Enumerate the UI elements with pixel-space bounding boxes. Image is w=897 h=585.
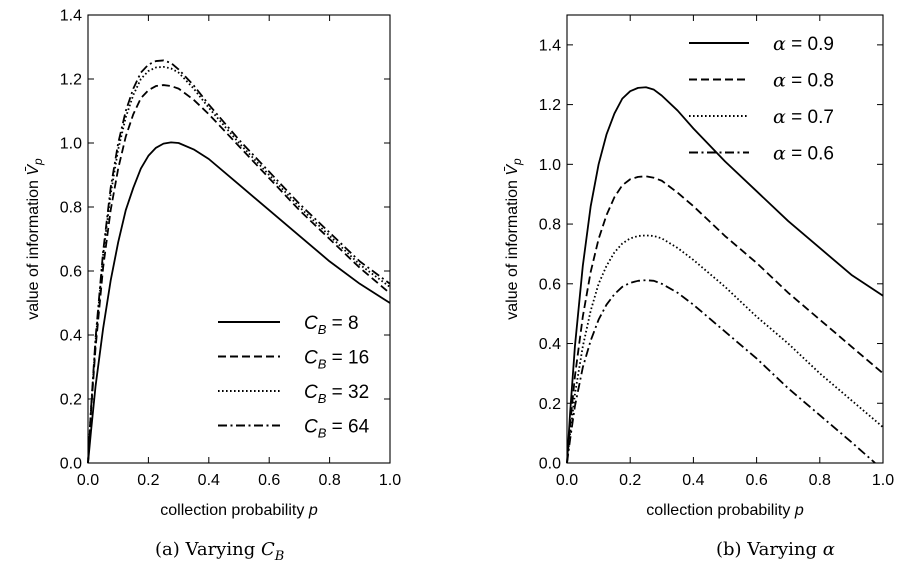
x-axis-label: collection probability p (160, 502, 318, 519)
x-tick-label: 0.0 (556, 472, 578, 489)
x-tick-label: 1.0 (872, 472, 894, 489)
x-tick-label: 0.2 (137, 472, 159, 489)
y-axis-label-sub: p (31, 158, 45, 166)
x-axis-label: collection probability p (646, 502, 804, 519)
x-axis-label-var: p (308, 502, 318, 519)
legend-value: = 0.8 (786, 71, 834, 92)
legend-value: = 32 (326, 382, 369, 403)
y-axis-label: value of information V̄p (504, 158, 524, 320)
y-tick-label: 0.8 (539, 217, 561, 234)
x-tick-label: 0.8 (809, 472, 831, 489)
caption-prefix: (b) Varying (716, 539, 823, 560)
legend-value: = 0.6 (786, 144, 834, 165)
legend-label-2: α = 0.8 (773, 70, 834, 92)
legend: α = 0.9α = 0.8α = 0.7α = 0.6 (689, 33, 834, 165)
caption-symbol: α (823, 539, 835, 560)
legend-label-1: α = 0.9 (773, 33, 834, 55)
y-tick-label: 1.4 (60, 8, 82, 25)
figure-caption: (b) Varying α (716, 539, 835, 560)
y-tick-label: 0.8 (60, 200, 82, 217)
series-line-4 (566, 279, 876, 464)
legend-var: C (304, 417, 318, 438)
legend-label-4: α = 0.6 (773, 143, 834, 165)
y-tick-label: 0.2 (60, 392, 82, 409)
legend-sub: B (318, 322, 327, 337)
chart-panel-b: 0.0 0.2 0.4 0.6 0.8 1.0 0.0 0.2 0.4 0.6 0.8 1.0 1.2 1… (504, 14, 894, 560)
y-tick-label: 1.2 (60, 72, 82, 89)
legend-value: = 8 (326, 313, 358, 334)
y-tick-label: 0.2 (539, 396, 561, 413)
y-axis-label: value of information V̄p (25, 158, 45, 320)
legend-var: C (304, 348, 318, 369)
y-tick-label: 1.4 (539, 37, 561, 54)
series-line-4 (87, 59, 391, 464)
legend-var: C (304, 382, 318, 403)
y-axis-label-sub: p (510, 158, 524, 166)
x-axis-label-var: p (794, 502, 804, 519)
series-line-1 (566, 86, 884, 464)
x-tick-label: 0.6 (745, 472, 767, 489)
caption-symbol: C (261, 539, 275, 560)
legend-value: = 64 (326, 417, 369, 438)
figure-caption: (a) Varying CB (155, 539, 284, 564)
legend-label-2: CB = 16 (304, 348, 369, 372)
legend-value: = 0.7 (786, 107, 834, 128)
chart-panel-a: 0.0 0.2 0.4 0.6 0.8 1.0 0.0 0.2 0.4 0.6 0.8 1.0 1.2 1… (25, 8, 402, 565)
x-tick-label: 0.2 (619, 472, 641, 489)
y-axis-label-var: V̄ (25, 164, 42, 176)
y-tick-label: 0.6 (539, 276, 561, 293)
legend-var: α (773, 143, 786, 165)
legend-var: α (773, 70, 786, 92)
legend-value: = 16 (326, 348, 369, 369)
y-axis-label-var: V̄ (504, 164, 521, 176)
x-tick-label: 0.8 (318, 472, 340, 489)
x-tick-label: 1.0 (379, 472, 401, 489)
y-tick-label: 0.4 (60, 328, 82, 345)
legend-var: α (773, 33, 786, 55)
y-tick-label: 1.0 (60, 136, 82, 153)
series-line-2 (566, 175, 884, 464)
legend-value: = 0.9 (786, 34, 834, 55)
x-axis-label-text: collection probability (646, 502, 795, 519)
y-tick-label: 0.6 (60, 264, 82, 281)
x-tick-label: 0.6 (258, 472, 280, 489)
legend-label-4: CB = 64 (304, 417, 370, 441)
y-tick-label: 1.0 (539, 157, 561, 174)
series-line-3 (87, 65, 391, 464)
legend-label-3: α = 0.7 (773, 106, 834, 128)
legend-var: C (304, 313, 318, 334)
x-axis-label-text: collection probability (160, 502, 309, 519)
y-tick-label: 0.4 (539, 336, 561, 353)
legend-var: α (773, 106, 786, 128)
legend-sub: B (318, 426, 327, 441)
legend-label-1: CB = 8 (304, 313, 359, 337)
legend-label-3: CB = 32 (304, 382, 369, 406)
caption-sub: B (274, 549, 285, 564)
x-tick-label: 0.4 (198, 472, 220, 489)
y-axis-label-text: value of information (504, 176, 521, 320)
y-tick-label: 1.2 (539, 97, 561, 114)
y-axis-label-text: value of information (25, 176, 42, 320)
caption-prefix: (a) Varying (155, 539, 261, 560)
legend-sub: B (318, 357, 327, 372)
plot-frame (87, 14, 391, 464)
legend-sub: B (318, 391, 327, 406)
y-tick-label: 0.0 (539, 456, 561, 473)
x-tick-label: 0.4 (682, 472, 704, 489)
plot-frame (566, 14, 884, 464)
series-line-1 (87, 141, 391, 464)
y-tick-label: 0.0 (60, 456, 82, 473)
x-tick-label: 0.0 (77, 472, 99, 489)
